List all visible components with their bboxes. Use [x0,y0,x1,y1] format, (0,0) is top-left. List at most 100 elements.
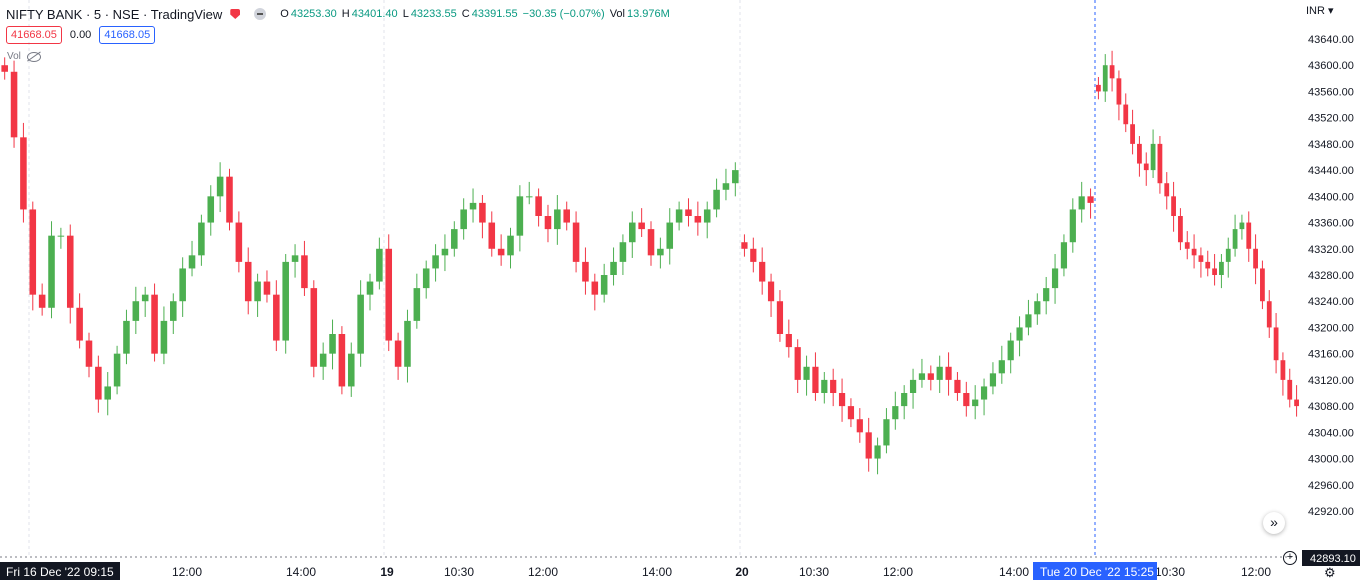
candle [954,372,961,401]
candle [610,247,617,286]
candle-body [29,209,37,295]
low-value: 43233.55 [410,8,457,20]
candle-body [216,176,224,197]
candle [48,221,55,319]
candles [1,50,1299,475]
candle-body [113,353,121,387]
time-tick-label: 14:00 [999,565,1029,579]
svg-text:Tue 20 Dec '22 15:25: Tue 20 Dec '22 15:25 [1040,565,1154,579]
candle [963,381,970,417]
candle-body [972,399,979,407]
candle-body [1273,327,1279,361]
candle-body [1016,327,1023,341]
candle-body [273,294,280,341]
candle [998,345,1005,384]
candle-body [376,248,383,282]
candle-body [666,222,674,249]
candle [554,195,561,245]
candle [1171,181,1176,232]
candle [874,437,881,475]
candle [694,201,702,236]
hide-eye-icon[interactable] [26,51,41,62]
candle-body [1266,301,1272,328]
last-price-badge: 42893.10 [1302,550,1360,566]
price-axis[interactable]: 43640.00 43600.00 43560.00 43520.00 43480.00… [1302,34,1360,566]
candle-body [1184,242,1190,249]
candle [394,332,402,380]
candle-body [759,261,766,282]
candle [1137,136,1142,177]
candle-body [694,216,702,223]
price-tick-label: 43440.00 [1308,165,1354,177]
candle [901,385,908,420]
candle-body [847,406,855,420]
bookmark-flag-icon[interactable] [230,9,241,19]
buy-button[interactable]: 41668.05 [99,26,156,44]
candle [1184,231,1190,260]
candle [198,214,205,266]
candle [638,208,645,237]
candle [1078,181,1085,223]
candle-body [1007,340,1014,361]
price-tick-label: 43320.00 [1308,244,1354,256]
candle [160,306,168,365]
candle-body [1178,216,1183,243]
volume-indicator[interactable]: Vol [7,51,41,62]
candle [685,198,692,227]
candle [235,211,243,273]
candle [535,188,542,227]
candle-body [954,379,961,393]
candle-body [1051,268,1059,289]
candle [85,332,93,378]
time-tick-label: 12:00 [883,565,913,579]
crosshair-time-right: Tue 20 Dec '22 15:25 [1033,562,1157,580]
candle [432,244,439,282]
price-tick-label: 43560.00 [1308,86,1354,98]
candle [750,237,757,273]
candle [856,408,863,443]
gear-icon[interactable]: ⚙ [1324,565,1336,580]
candle-body [394,340,402,367]
candle [909,368,917,409]
candle-body [927,373,934,380]
candle-body [591,281,599,295]
symbol-title[interactable]: NIFTY BANK · 5 · NSE · TradingView [6,6,223,22]
candle-body [544,216,552,230]
candle [1143,152,1149,186]
open-value: 43253.30 [290,8,337,20]
svg-text:Fri 16 Dec '22 09:15: Fri 16 Dec '22 09:15 [6,565,114,579]
currency-selector[interactable]: INR ▾ [1306,5,1334,17]
candle [572,211,580,273]
candle-body [1212,268,1217,275]
candle [113,345,121,395]
candle-body [1069,209,1076,243]
candle [254,273,261,317]
candle-body [794,347,801,380]
candle-body [1191,248,1197,256]
scroll-to-realtime-icon[interactable]: » [1263,512,1285,534]
candle-body [629,222,636,243]
candle-body [856,419,863,433]
candle-body [207,196,215,223]
collapse-icon[interactable] [254,8,267,20]
candle [1069,198,1076,253]
candle [666,208,674,265]
time-tick-label: 12:00 [528,565,558,579]
candle [1016,316,1023,357]
price-tick-label: 43280.00 [1308,270,1354,282]
candle-body [357,294,364,354]
candle [1273,313,1279,374]
candle [1096,77,1101,100]
candle-body [722,183,730,190]
crosshair-time-left: Fri 16 Dec '22 09:15 [0,562,120,580]
add-icon[interactable]: + [1283,551,1297,565]
candle-body [366,281,374,295]
time-axis[interactable]: 12:00 14:00 19 10:30 12:00 14:00 20 10:30 12:00 1… [0,562,1271,580]
candle [1025,299,1032,336]
sell-button[interactable]: 41668.05 [6,26,62,44]
candle-body [936,366,943,380]
candle-body [1219,261,1224,275]
candle-body [776,301,784,334]
candle [883,408,890,454]
